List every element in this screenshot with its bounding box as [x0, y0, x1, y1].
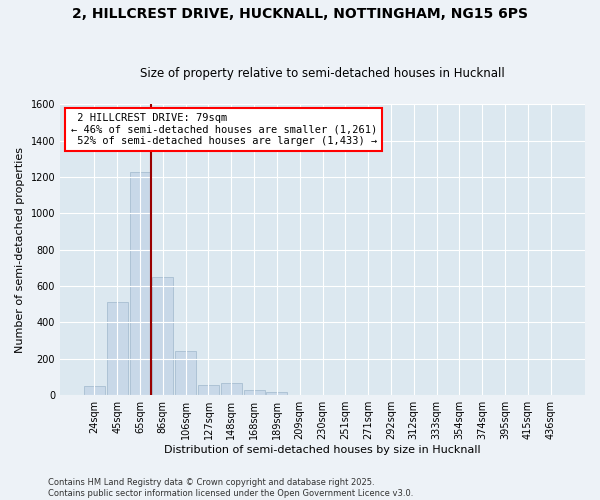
Bar	[266, 392, 287, 395]
Bar	[152, 277, 173, 395]
Bar	[130, 172, 151, 395]
Bar	[221, 384, 242, 395]
Bar	[198, 385, 219, 395]
Text: 2, HILLCREST DRIVE, HUCKNALL, NOTTINGHAM, NG15 6PS: 2, HILLCREST DRIVE, HUCKNALL, NOTTINGHAM…	[72, 8, 528, 22]
Y-axis label: Number of semi-detached properties: Number of semi-detached properties	[15, 146, 25, 352]
Bar	[107, 302, 128, 395]
Bar	[84, 386, 105, 395]
Title: Size of property relative to semi-detached houses in Hucknall: Size of property relative to semi-detach…	[140, 66, 505, 80]
Text: 2 HILLCREST DRIVE: 79sqm
← 46% of semi-detached houses are smaller (1,261)
 52% : 2 HILLCREST DRIVE: 79sqm ← 46% of semi-d…	[71, 113, 377, 146]
Bar	[244, 390, 265, 395]
Bar	[175, 350, 196, 395]
Text: Contains HM Land Registry data © Crown copyright and database right 2025.
Contai: Contains HM Land Registry data © Crown c…	[48, 478, 413, 498]
X-axis label: Distribution of semi-detached houses by size in Hucknall: Distribution of semi-detached houses by …	[164, 445, 481, 455]
